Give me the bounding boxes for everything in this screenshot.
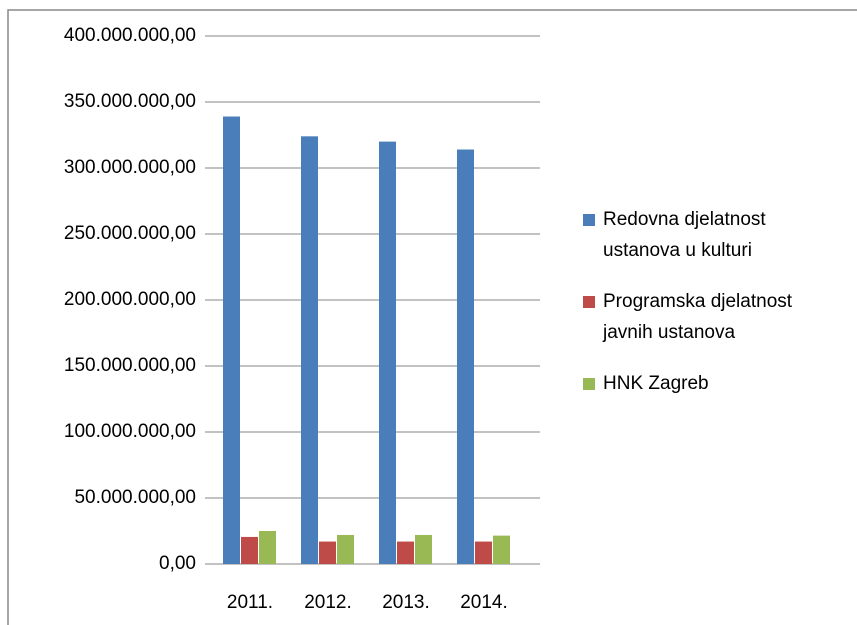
y-tick-label: 0,00 — [159, 553, 196, 574]
bar — [319, 541, 336, 564]
legend-entry: Programska djelatnost javnih ustanova — [583, 286, 838, 348]
bar — [415, 534, 432, 564]
y-tick-label: 50.000.000,00 — [74, 487, 196, 508]
bar — [475, 541, 492, 564]
legend-swatch — [583, 214, 595, 226]
legend: Redovna djelatnost ustanova u kulturi Pro… — [583, 204, 838, 419]
y-tick-label: 200.000.000,00 — [64, 289, 196, 310]
legend-swatch — [583, 378, 595, 390]
bar — [259, 531, 276, 564]
y-tick-label: 350.000.000,00 — [64, 91, 196, 112]
x-tick-label: 2012. — [304, 592, 352, 613]
bar — [457, 149, 474, 564]
y-tick-label: 100.000.000,00 — [64, 421, 196, 442]
bar — [493, 535, 510, 564]
x-tick-label: 2013. — [382, 592, 430, 613]
y-tick-label: 400.000.000,00 — [64, 25, 196, 46]
legend-swatch — [583, 296, 595, 308]
legend-entry: HNK Zagreb — [583, 368, 838, 399]
bar — [241, 536, 258, 564]
x-tick-label: 2014. — [460, 592, 508, 613]
y-tick-label: 300.000.000,00 — [64, 157, 196, 178]
legend-label: Programska djelatnost javnih ustanova — [603, 291, 793, 343]
bar — [301, 136, 318, 564]
x-tick-label: 2011. — [227, 592, 273, 613]
bar — [223, 116, 240, 565]
chart-frame — [7, 9, 857, 625]
legend-label: HNK Zagreb — [603, 373, 709, 394]
y-tick-label: 150.000.000,00 — [64, 355, 196, 376]
legend-entry: Redovna djelatnost ustanova u kulturi — [583, 204, 838, 266]
legend-label: Redovna djelatnost ustanova u kulturi — [603, 209, 766, 261]
bar — [337, 534, 354, 564]
bar — [397, 541, 414, 564]
bar — [379, 141, 396, 564]
y-tick-label: 250.000.000,00 — [64, 223, 196, 244]
